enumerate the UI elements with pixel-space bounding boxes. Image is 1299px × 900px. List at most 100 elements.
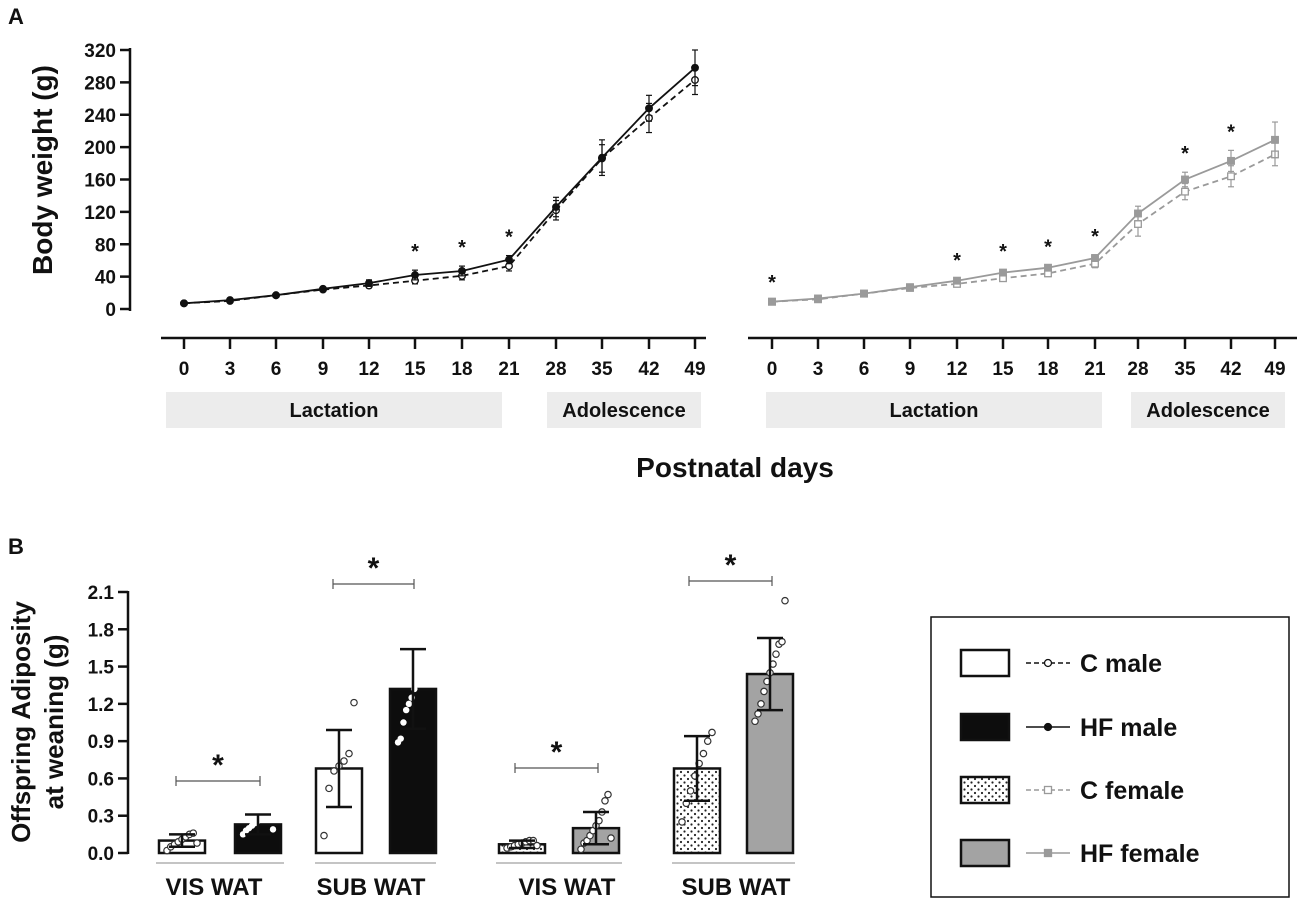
panel-b-ylabel-line2: at weaning (g)	[39, 635, 69, 810]
data-point	[781, 596, 789, 605]
y-tick-label: 1.2	[88, 695, 114, 716]
x-tick-label: 49	[1264, 359, 1285, 380]
data-point	[754, 709, 762, 718]
data-point	[320, 831, 328, 840]
y-tick-label: 1.5	[88, 658, 115, 679]
panel-a-ylabel: Body weight (g)	[27, 65, 58, 275]
data-point	[1091, 254, 1099, 262]
phase-band	[1131, 392, 1285, 428]
data-point	[699, 749, 708, 758]
significance-star: *	[368, 552, 380, 585]
y-tick-label: 240	[84, 106, 116, 127]
phase-label: Adolescence	[562, 400, 685, 422]
group-label: VIS WAT	[166, 874, 263, 900]
y-tick-label: 0	[105, 300, 116, 321]
significance-star: *	[458, 237, 466, 259]
x-tick-label: 18	[1037, 359, 1058, 380]
series-line	[771, 138, 1276, 303]
significance-star: *	[1227, 121, 1235, 143]
x-tick-label: 12	[358, 359, 379, 380]
data-point	[350, 698, 358, 707]
significance-star: *	[212, 749, 224, 782]
data-point	[325, 784, 333, 793]
data-point	[814, 294, 822, 303]
series-line	[183, 79, 696, 305]
data-point	[1044, 263, 1052, 272]
x-tick-label: 12	[946, 359, 967, 380]
y-tick-label: 0.3	[88, 807, 114, 828]
data-point	[686, 787, 695, 795]
y-tick-label: 200	[84, 138, 116, 159]
x-tick-label: 18	[451, 359, 472, 380]
x-tick-label: 35	[591, 359, 613, 380]
x-tick-label: 3	[225, 359, 236, 380]
significance-star: *	[1091, 226, 1099, 248]
legend-swatch	[959, 775, 1011, 805]
data-point	[330, 767, 338, 775]
data-point	[601, 796, 609, 805]
x-tick-label: 9	[318, 359, 329, 380]
y-tick-label: 80	[95, 235, 116, 256]
y-tick-label: 0.0	[88, 844, 114, 865]
data-point	[703, 737, 712, 745]
x-tick-label: 3	[813, 359, 824, 380]
data-point	[402, 706, 410, 714]
significance-star: *	[1181, 143, 1189, 165]
y-tick-label: 120	[84, 203, 116, 224]
phase-label: Lactation	[290, 400, 379, 422]
data-point	[1181, 175, 1189, 184]
data-point	[424, 607, 432, 614]
y-tick-label: 320	[84, 41, 116, 62]
legend-swatch	[959, 648, 1011, 678]
legend-marker	[1043, 848, 1053, 858]
data-point	[691, 63, 699, 72]
data-point	[180, 299, 188, 308]
data-point	[708, 728, 716, 737]
x-tick-label: 15	[992, 359, 1014, 380]
x-tick-label: 0	[179, 359, 190, 380]
x-tick-label: 35	[1174, 359, 1196, 380]
x-tick-label: 21	[498, 359, 520, 380]
significance-star: *	[551, 736, 563, 769]
legend-label: C male	[1080, 650, 1162, 678]
panel-a-xlabel: Postnatal days	[636, 452, 834, 483]
data-point	[1227, 172, 1235, 181]
data-point	[577, 845, 585, 854]
data-point	[953, 276, 961, 285]
x-tick-label: 6	[859, 359, 870, 380]
y-tick-label: 2.1	[88, 583, 115, 604]
data-point	[607, 834, 615, 842]
data-point	[400, 719, 407, 726]
data-point	[533, 841, 541, 850]
data-point	[272, 291, 280, 300]
x-tick-label: 21	[1084, 359, 1106, 380]
data-point	[604, 790, 612, 799]
data-point	[772, 650, 780, 658]
phase-label: Adolescence	[1146, 400, 1269, 422]
data-point	[226, 296, 234, 305]
panel-a-left-chart: 0 40 80 120 160 200 240 280 320 0 3 6 9 12 15 18 21 28 35 4…	[84, 41, 706, 428]
data-point	[1271, 135, 1279, 144]
x-tick-label: 6	[271, 359, 282, 380]
x-tick-label: 0	[767, 359, 778, 380]
data-point	[678, 818, 686, 826]
group-label: SUB WAT	[682, 874, 791, 900]
data-point	[263, 802, 271, 809]
legend-marker	[1043, 785, 1053, 795]
data-point	[365, 279, 373, 288]
data-point	[319, 284, 327, 293]
significance-star: *	[505, 227, 513, 249]
data-point	[860, 289, 868, 298]
data-point	[1134, 209, 1142, 218]
data-point	[397, 735, 404, 742]
series-line	[771, 153, 1276, 303]
y-tick-label: 0.6	[88, 769, 114, 790]
data-point	[751, 717, 759, 726]
data-point	[1181, 187, 1189, 196]
data-point	[598, 153, 606, 162]
significance-star: *	[768, 272, 776, 294]
legend-marker	[1043, 658, 1053, 668]
phase-band	[766, 392, 1102, 428]
group-label: SUB WAT	[317, 874, 426, 900]
legend: C male HF male C female HF female	[959, 648, 1200, 868]
